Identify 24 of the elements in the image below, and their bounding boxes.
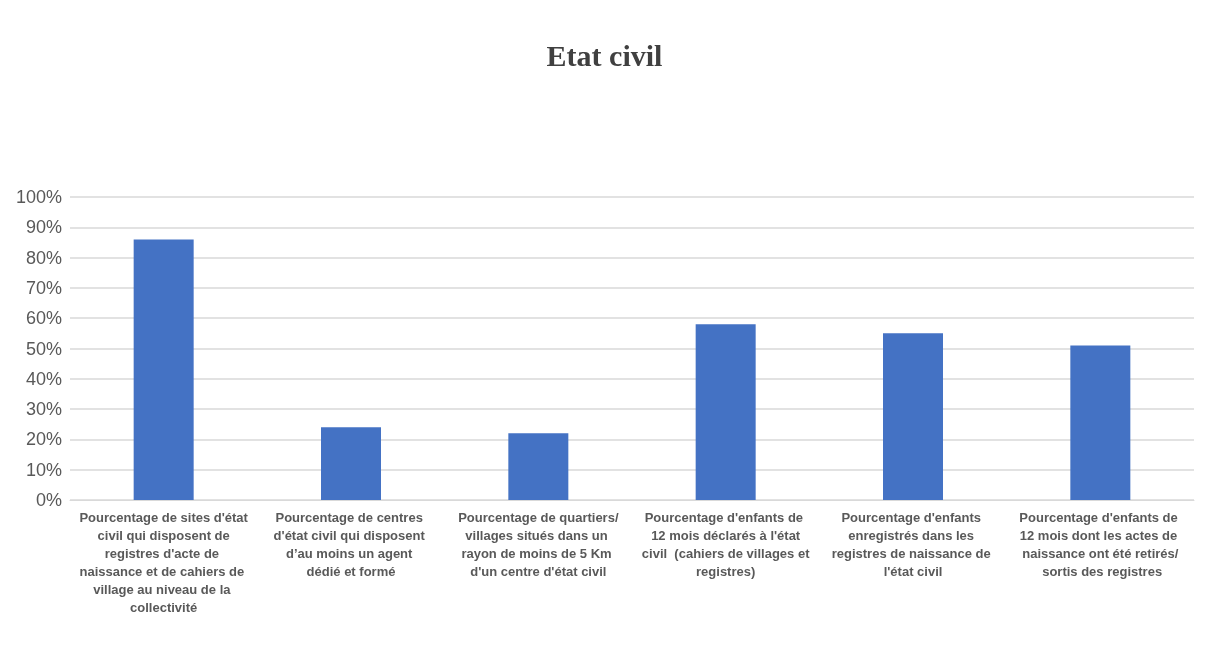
y-tick-label: 50% <box>25 338 62 359</box>
y-tick-label: 80% <box>25 247 62 268</box>
x-tick-label: Pourcentage d'enfants de 12 mois dont les actes de naissance ont été retirés/ sortis des registres <box>1019 509 1182 579</box>
y-tick-label: 10% <box>25 459 62 480</box>
bar <box>1070 345 1131 500</box>
chart-title: Etat civil <box>546 38 663 72</box>
y-tick-label: 60% <box>25 308 62 329</box>
y-tick-label: 70% <box>25 277 62 298</box>
y-tick-label: 40% <box>25 368 62 389</box>
x-tick-label: Pourcentage d'enfants enregistrés dans les registres de naissance de l'état civil <box>831 509 995 579</box>
y-tick-label: 90% <box>25 217 62 238</box>
bar <box>133 239 194 500</box>
y-tick-label: 30% <box>25 399 62 420</box>
bar <box>695 324 756 500</box>
bar <box>508 433 569 500</box>
bar <box>321 427 381 500</box>
x-tick-label: Pourcentage de quartiers/villages situés dans un rayon de moins de 5 Km d'un centre d'état civil <box>458 509 619 579</box>
y-tick-label: 0% <box>35 490 62 510</box>
x-tick-label: Pourcentage de sites d'état civil qui disposent de registres d'acte de naissance et de cahiers de village au niveau de la collectivité <box>79 509 249 615</box>
bar <box>883 333 943 500</box>
y-tick-label: 100% <box>15 187 62 207</box>
x-tick-label: Pourcentage d'enfants de 12 mois déclarés à l'état civil (cahiers de villages et registres) <box>638 509 814 579</box>
y-tick-label: 20% <box>25 429 62 450</box>
x-tick-label: Pourcentage de centres d'état civil qui disposent d’au moins un agent dédié et formé <box>273 509 429 579</box>
